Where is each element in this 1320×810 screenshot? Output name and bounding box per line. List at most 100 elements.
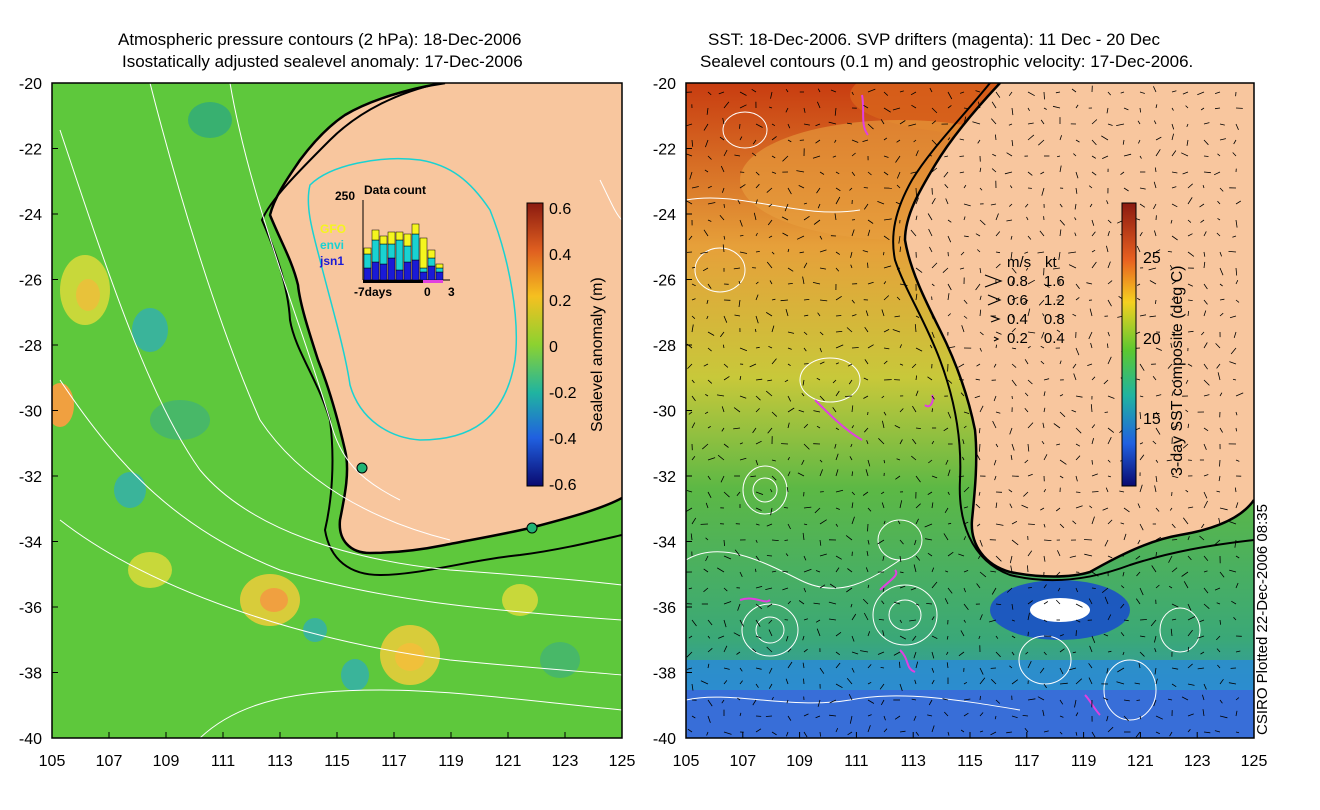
velocity-arrow bbox=[927, 213, 933, 221]
velocity-arrow bbox=[878, 438, 885, 445]
velocity-arrow bbox=[803, 648, 808, 653]
velocity-arrow bbox=[944, 711, 949, 717]
velocity-arrow bbox=[721, 406, 725, 413]
velocity-arrow bbox=[1091, 424, 1096, 429]
velocity-arrow bbox=[829, 699, 837, 704]
velocity-arrow bbox=[1009, 427, 1013, 435]
velocity-arrow bbox=[1059, 682, 1068, 685]
velocity-arrow bbox=[1219, 571, 1225, 578]
velocity-arrow bbox=[1116, 681, 1125, 685]
velocity-arrow bbox=[1187, 423, 1190, 429]
velocity-arrow bbox=[845, 535, 853, 541]
velocity-arrow bbox=[803, 262, 808, 269]
velocity-arrow bbox=[755, 523, 760, 526]
velocity-arrow bbox=[931, 408, 933, 413]
inset-legend-gfo: GFO bbox=[320, 222, 346, 236]
inset-bar bbox=[419, 237, 428, 269]
velocity-arrow bbox=[977, 249, 981, 253]
velocity-arrow bbox=[815, 123, 821, 127]
velocity-arrow bbox=[883, 281, 887, 285]
velocity-arrow bbox=[898, 235, 901, 244]
velocity-arrow bbox=[929, 87, 933, 93]
velocity-arrow bbox=[771, 251, 775, 255]
velocity-arrow bbox=[737, 603, 741, 611]
inset-bar bbox=[387, 231, 396, 245]
velocity-arrow bbox=[915, 475, 921, 483]
velocity-arrow bbox=[1155, 427, 1161, 435]
velocity-arrow bbox=[707, 347, 712, 352]
velocity-arrow bbox=[1027, 107, 1030, 111]
velocity-arrow bbox=[770, 489, 773, 493]
velocity-arrow bbox=[913, 564, 917, 573]
velocity-arrow bbox=[1155, 475, 1158, 483]
velocity-arrow bbox=[739, 712, 742, 717]
velocity-arrow bbox=[817, 101, 821, 109]
velocity-arrow bbox=[915, 267, 923, 273]
velocity-arrow bbox=[1219, 298, 1225, 301]
velocity-arrow bbox=[798, 600, 805, 605]
velocity-arrow bbox=[691, 422, 696, 429]
velocity-arrow bbox=[1027, 523, 1035, 525]
velocity-arrow bbox=[911, 455, 917, 461]
velocity-arrow bbox=[686, 153, 693, 157]
velocity-legend-row: 0.2 0.4 bbox=[1007, 330, 1065, 347]
velocity-arrow bbox=[851, 635, 855, 642]
velocity-arrow bbox=[1219, 507, 1228, 511]
y-tick-label: -36 bbox=[653, 600, 676, 617]
velocity-arrow bbox=[1187, 183, 1193, 189]
velocity-arrow bbox=[942, 698, 949, 701]
velocity-arrow bbox=[707, 379, 713, 384]
velocity-arrow bbox=[991, 587, 997, 595]
x-tick-label: 107 bbox=[96, 753, 123, 770]
velocity-arrow bbox=[1075, 603, 1083, 608]
velocity-arrow bbox=[1123, 533, 1127, 541]
velocity-arrow bbox=[947, 235, 952, 243]
velocity-arrow bbox=[787, 407, 795, 413]
velocity-arrow bbox=[851, 139, 859, 143]
velocity-arrow bbox=[797, 472, 805, 477]
velocity-arrow bbox=[700, 680, 709, 685]
velocity-arrow bbox=[1059, 475, 1064, 479]
velocity-arrow bbox=[1171, 539, 1178, 541]
velocity-arrow bbox=[1107, 395, 1115, 399]
velocity-arrow bbox=[828, 618, 837, 621]
velocity-arrow bbox=[703, 587, 709, 593]
velocity-arrow bbox=[1043, 523, 1046, 528]
velocity-arrow bbox=[801, 392, 805, 397]
velocity-arrow bbox=[1107, 123, 1113, 126]
velocity-arrow bbox=[909, 619, 917, 622]
velocity-arrow bbox=[1122, 571, 1125, 577]
velocity-arrow bbox=[899, 120, 906, 125]
velocity-arrow bbox=[1021, 504, 1029, 509]
velocity-arrow bbox=[1230, 347, 1237, 355]
velocity-arrow bbox=[1075, 283, 1080, 289]
velocity-arrow bbox=[707, 663, 710, 669]
sla-tick-label: -0.2 bbox=[549, 385, 577, 402]
velocity-arrow bbox=[915, 661, 919, 669]
velocity-arrow bbox=[1091, 249, 1096, 253]
velocity-arrow bbox=[814, 507, 821, 514]
velocity-arrow bbox=[1235, 582, 1239, 589]
velocity-arrow bbox=[947, 137, 951, 141]
inset-bar bbox=[371, 229, 380, 241]
velocity-arrow bbox=[899, 246, 901, 253]
velocity-arrow bbox=[912, 635, 917, 641]
velocity-arrow bbox=[768, 619, 773, 624]
velocity-arrow bbox=[755, 619, 761, 627]
velocity-arrow bbox=[1187, 506, 1194, 509]
velocity-arrow bbox=[1010, 454, 1013, 461]
velocity-arrow bbox=[1055, 315, 1061, 317]
velocity-arrow bbox=[691, 395, 696, 402]
velocity-arrow bbox=[1187, 555, 1192, 561]
velocity-arrow bbox=[1027, 473, 1033, 477]
velocity-arrow bbox=[899, 683, 903, 692]
velocity-arrow bbox=[835, 331, 843, 333]
y-tick-label: -22 bbox=[653, 142, 676, 159]
velocity-arrow bbox=[1023, 299, 1029, 304]
velocity-arrow bbox=[705, 394, 709, 397]
velocity-arrow bbox=[1091, 155, 1097, 159]
velocity-arrow bbox=[755, 568, 757, 573]
velocity-arrow bbox=[1139, 442, 1144, 445]
velocity-arrow bbox=[1139, 363, 1145, 371]
velocity-arrow bbox=[1155, 536, 1162, 541]
